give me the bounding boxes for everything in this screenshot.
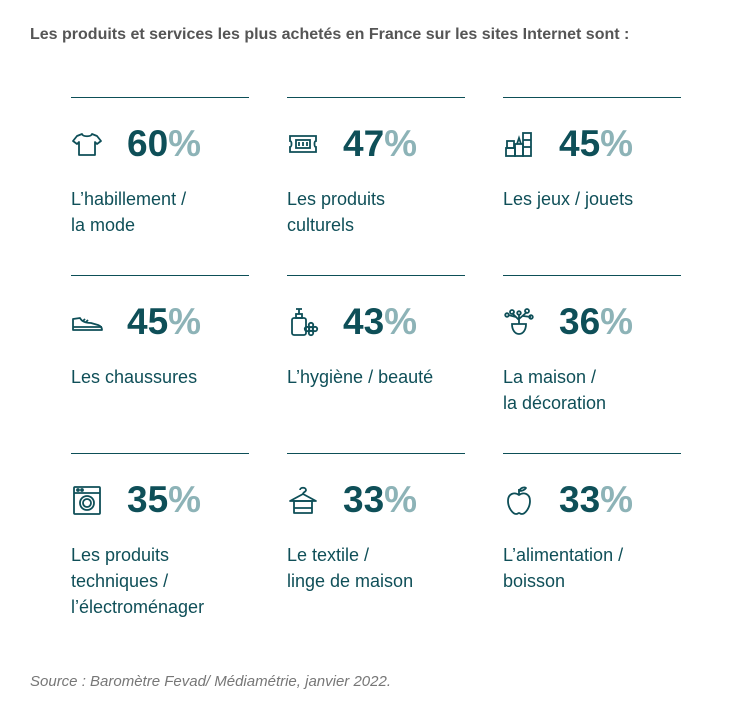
stat-number: 60 bbox=[127, 123, 169, 164]
stat-unit: % bbox=[168, 479, 202, 520]
stat-card: 33% Le textile / linge de maison bbox=[287, 453, 465, 631]
stat-number: 47 bbox=[343, 123, 385, 164]
stat-number: 45 bbox=[127, 301, 169, 342]
stat-card: 45% Les jeux / jouets bbox=[503, 97, 681, 275]
stat-unit: % bbox=[600, 479, 634, 520]
stat-value: 45% bbox=[127, 302, 201, 342]
stat-label: Le textile / linge de maison bbox=[287, 545, 414, 591]
stat-card: 33% L’alimentation / boisson bbox=[503, 453, 681, 631]
stat-unit: % bbox=[600, 123, 634, 164]
stat-card: 36% La maison / la décoration bbox=[503, 275, 681, 453]
stat-value: 43% bbox=[343, 302, 417, 342]
blocks-icon bbox=[503, 128, 535, 160]
stat-value: 35% bbox=[127, 480, 201, 520]
stat-number: 35 bbox=[127, 479, 169, 520]
soap-bottle-icon bbox=[287, 306, 319, 338]
stat-label: Les chaussures bbox=[71, 367, 198, 387]
stat-value: 47% bbox=[343, 124, 417, 164]
stat-label: Les produits techniques / l’électroménag… bbox=[71, 545, 205, 617]
stat-label: L’hygiène / beauté bbox=[287, 367, 434, 387]
stat-value: 33% bbox=[343, 480, 417, 520]
apple-icon bbox=[503, 484, 535, 516]
page-heading: Les produits et services les plus acheté… bbox=[30, 26, 630, 43]
stat-label: L’alimentation / boisson bbox=[503, 545, 624, 591]
stat-number: 43 bbox=[343, 301, 385, 342]
stat-unit: % bbox=[384, 479, 418, 520]
source-note: Source : Baromètre Fevad/ Médiamétrie, j… bbox=[30, 673, 392, 690]
stat-unit: % bbox=[600, 301, 634, 342]
stat-value: 45% bbox=[559, 124, 633, 164]
washing-machine-icon bbox=[71, 484, 103, 516]
stat-card: 47% Les produits culturels bbox=[287, 97, 465, 275]
stat-card: 45% Les chaussures bbox=[71, 275, 249, 453]
stat-card: 35% Les produits techniques / l’électrom… bbox=[71, 453, 249, 631]
stat-card: 60% L’habillement / la mode bbox=[71, 97, 249, 275]
stat-value: 33% bbox=[559, 480, 633, 520]
stat-unit: % bbox=[384, 301, 418, 342]
stat-label: La maison / la décoration bbox=[503, 367, 607, 413]
stats-grid: 60% L’habillement / la mode 47% Les prod… bbox=[71, 97, 681, 631]
ticket-icon bbox=[287, 128, 319, 160]
stat-number: 45 bbox=[559, 123, 601, 164]
stat-unit: % bbox=[168, 301, 202, 342]
stat-number: 33 bbox=[559, 479, 601, 520]
stat-number: 33 bbox=[343, 479, 385, 520]
stat-unit: % bbox=[384, 123, 418, 164]
stat-card: 43% L’hygiène / beauté bbox=[287, 275, 465, 453]
stat-number: 36 bbox=[559, 301, 601, 342]
hanger-towel-icon bbox=[287, 484, 319, 516]
shoe-icon bbox=[71, 306, 103, 338]
stat-value: 60% bbox=[127, 124, 201, 164]
stat-unit: % bbox=[168, 123, 202, 164]
stat-label: L’habillement / la mode bbox=[71, 189, 187, 235]
plant-vase-icon bbox=[503, 306, 535, 338]
tshirt-icon bbox=[71, 128, 103, 160]
stat-label: Les jeux / jouets bbox=[503, 189, 634, 209]
stat-label: Les produits culturels bbox=[287, 189, 386, 235]
stat-value: 36% bbox=[559, 302, 633, 342]
